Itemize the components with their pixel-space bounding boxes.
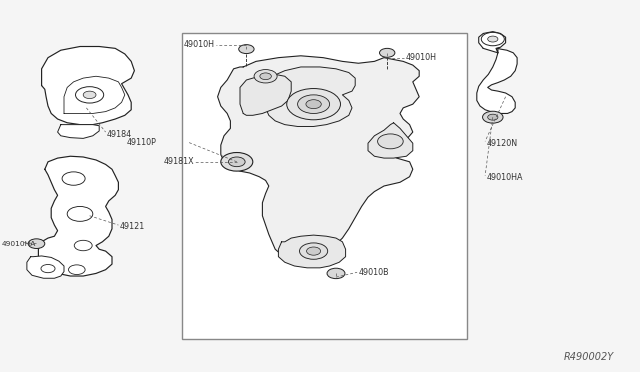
Polygon shape [477, 32, 517, 113]
Text: 49010H: 49010H [406, 53, 436, 62]
Circle shape [481, 32, 504, 46]
Circle shape [67, 206, 93, 221]
Circle shape [378, 134, 403, 149]
Text: 49110P: 49110P [127, 138, 157, 147]
Bar [182, 33, 467, 339]
Circle shape [483, 111, 503, 123]
Text: 49010HA: 49010HA [486, 173, 523, 182]
Circle shape [307, 247, 321, 255]
Polygon shape [27, 256, 64, 278]
Polygon shape [64, 76, 125, 113]
Text: 49121: 49121 [120, 222, 145, 231]
Circle shape [28, 239, 45, 248]
Circle shape [239, 45, 254, 54]
Text: 49120N: 49120N [486, 139, 518, 148]
Polygon shape [368, 123, 413, 158]
Text: R490002Y: R490002Y [564, 352, 614, 362]
Circle shape [254, 70, 277, 83]
Circle shape [62, 172, 85, 185]
Polygon shape [266, 67, 355, 126]
Circle shape [41, 264, 55, 273]
Circle shape [260, 73, 271, 80]
Polygon shape [58, 125, 99, 138]
Circle shape [380, 48, 395, 57]
Text: 49010HA: 49010HA [2, 241, 36, 247]
Circle shape [83, 91, 96, 99]
Polygon shape [278, 235, 346, 268]
Circle shape [488, 114, 498, 120]
Circle shape [306, 100, 321, 109]
Text: 49181X: 49181X [163, 157, 194, 166]
Circle shape [298, 95, 330, 113]
Polygon shape [38, 156, 118, 276]
Circle shape [76, 87, 104, 103]
Circle shape [287, 89, 340, 120]
Circle shape [228, 157, 245, 167]
Circle shape [221, 153, 253, 171]
Circle shape [300, 243, 328, 259]
Polygon shape [42, 46, 134, 125]
Text: 49010B: 49010B [358, 268, 389, 277]
Circle shape [327, 268, 345, 279]
Polygon shape [240, 74, 291, 115]
Text: 49184: 49184 [107, 130, 132, 139]
Circle shape [68, 265, 85, 275]
Circle shape [488, 36, 498, 42]
Text: 49010H: 49010H [184, 40, 214, 49]
Circle shape [74, 240, 92, 251]
Polygon shape [218, 56, 419, 260]
